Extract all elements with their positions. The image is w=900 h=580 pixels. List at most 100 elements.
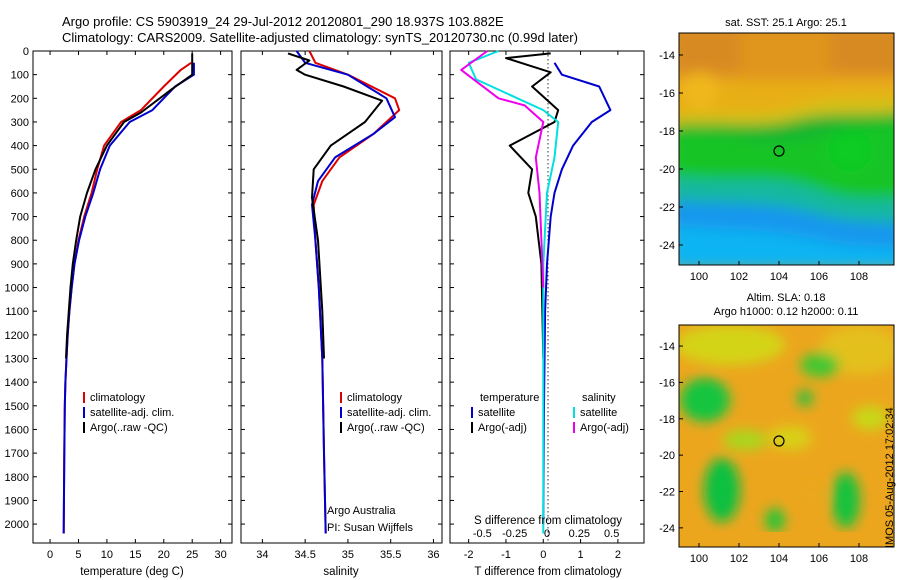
- y-tick-label: 300: [11, 117, 29, 129]
- legend-label: temperature: [480, 392, 539, 404]
- sst-map-frame: [678, 32, 895, 266]
- series-line-temperature-argo: [505, 52, 560, 359]
- x-tick-label: 36: [427, 549, 439, 561]
- legend-label: satellite: [478, 407, 515, 419]
- legend-label: Argo(..raw -QC): [347, 422, 425, 434]
- map-y-tick-label: -16: [659, 88, 675, 100]
- y-tick-label: 900: [11, 259, 29, 271]
- legend-label: salinity: [582, 392, 616, 404]
- legend-label: climatology: [90, 392, 146, 404]
- y-tick-label: 1400: [5, 377, 29, 389]
- y-tick-label: 600: [11, 188, 29, 200]
- argo-position-marker: [773, 145, 785, 157]
- x2-tick-label: 0.5: [604, 528, 619, 540]
- difference-axis: -2 -1 0 1 2 -0.5 -0.25 0 0.25 0.5: [450, 50, 644, 561]
- salinity-series: [287, 50, 401, 534]
- map-x-tick-label: 102: [730, 271, 748, 283]
- sla-map-axes: 100 102 104 106 108 -14 -16 -18 -20 -22 -24: [659, 341, 868, 565]
- y-tick-label: 1000: [5, 283, 29, 295]
- y-tick-label: 1900: [5, 495, 29, 507]
- sst-map-title: sat. SST: 25.1 Argo: 25.1: [725, 17, 847, 29]
- legend-label: satellite: [580, 407, 617, 419]
- s-difference-label: S difference from climatology: [474, 515, 622, 527]
- sla-map-title: Altim. SLA: 0.18: [747, 292, 826, 304]
- y-tick-label: 400: [11, 141, 29, 153]
- series-line-salinity-argo: [460, 50, 545, 288]
- imos-timestamp: IMOS 05-Aug-2012 17:02:34: [884, 407, 896, 548]
- map-y-tick-label: -20: [659, 164, 675, 176]
- sst-field: [679, 33, 894, 265]
- map-x-tick-label: 108: [850, 553, 868, 565]
- x-tick-label: 34.5: [294, 549, 315, 561]
- map-x-tick-label: 100: [690, 271, 708, 283]
- y-tick-label: 500: [11, 164, 29, 176]
- map-x-tick-label: 106: [810, 271, 828, 283]
- sla-map-subtitle: Argo h1000: 0.12 h2000: 0.11: [714, 306, 859, 318]
- y-tick-label: 100: [11, 70, 29, 82]
- x2-tick-label: 0: [544, 528, 550, 540]
- x-tick-label: 25: [186, 549, 198, 561]
- x-tick-label: 35: [342, 549, 354, 561]
- x-tick-label: 34: [256, 549, 268, 561]
- x-tick-label: 2: [615, 549, 621, 561]
- x-tick-label: 15: [129, 549, 141, 561]
- depth-axis: 0 100 200 300 400 500 600 700 800 900 1000 1100 1200…: [5, 46, 29, 531]
- map-y-tick-label: -24: [659, 240, 675, 252]
- x-tick-label: 35.5: [380, 549, 401, 561]
- argo-position-marker-sla: [773, 435, 785, 447]
- map-y-tick-label: -18: [659, 126, 675, 138]
- map-y-tick-label: -14: [659, 50, 675, 62]
- map-y-tick-label: -20: [659, 450, 675, 462]
- series-line-argo-raw-qc: [287, 52, 384, 359]
- map-x-tick-label: 104: [770, 271, 788, 283]
- y-tick-label: 1300: [5, 354, 29, 366]
- map-y-tick-label: -24: [659, 523, 675, 535]
- temperature-axis: 0 5 10 15 20 25 30: [33, 50, 232, 561]
- temperature-series: [62, 53, 195, 534]
- x-tick-label: 30: [215, 549, 227, 561]
- salinity-panel: 34 34.5 35 35.5 36 climatology satellite-adj.…: [240, 50, 443, 578]
- y-tick-label: 1100: [5, 306, 29, 318]
- legend-label: satellite-adj. clim.: [347, 407, 431, 419]
- legend-label: Argo(-adj): [478, 422, 527, 434]
- map-x-tick-label: 106: [810, 553, 828, 565]
- sla-map: Altim. SLA: 0.18 Argo h1000: 0.12 h2000:…: [659, 292, 895, 565]
- sla-field: [679, 325, 894, 532]
- series-line-satellite-adj-clim: [295, 50, 396, 534]
- y-tick-label: 700: [11, 212, 29, 224]
- y-tick-label: 800: [11, 235, 29, 247]
- salinity-axis-label: salinity: [323, 566, 358, 578]
- x2-tick-label: 0.25: [569, 528, 590, 540]
- legend-label: satellite-adj. clim.: [90, 407, 174, 419]
- x-tick-label: 20: [158, 549, 170, 561]
- map-x-tick-label: 100: [690, 553, 708, 565]
- x-tick-label: 0: [47, 549, 53, 561]
- t-difference-label: T difference from climatology: [474, 566, 621, 578]
- y-tick-label: 2000: [5, 519, 29, 531]
- x-tick-label: 5: [75, 549, 81, 561]
- annotation-line1: Argo Australia: [327, 505, 396, 517]
- y-tick-label: 1700: [5, 448, 29, 460]
- figure-title-line1: Argo profile: CS 5903919_24 29-Jul-2012 …: [62, 14, 504, 29]
- series-line-temperature-satellite: [542, 62, 612, 525]
- annotation-line2: PI: Susan Wijffels: [327, 522, 413, 534]
- legend-label: climatology: [347, 392, 403, 404]
- map-y-tick-label: -14: [659, 341, 675, 353]
- difference-series: [460, 50, 612, 534]
- temperature-axis-label: temperature (deg C): [80, 566, 184, 578]
- sst-map: sat. SST: 25.1 Argo: 25.1 100 102 104 106 10…: [659, 17, 895, 283]
- y-tick-label: 200: [11, 93, 29, 105]
- series-line-argo-raw-qc: [65, 53, 194, 359]
- salinity-axis: 34 34.5 35 35.5 36: [241, 50, 442, 561]
- sst-map-axes: 100 102 104 106 108 -14 -16 -18 -20 -22 -24: [659, 50, 868, 283]
- x-tick-label: -1: [501, 549, 511, 561]
- temperature-plot-frame: [32, 50, 233, 544]
- difference-legend: temperature satellite Argo(-adj) salinity sa…: [471, 392, 629, 434]
- map-y-tick-label: -18: [659, 414, 675, 426]
- series-line-satellite-adj-clim: [62, 62, 195, 534]
- map-y-tick-label: -22: [659, 202, 675, 214]
- y-tick-label: 0: [23, 46, 29, 58]
- map-x-tick-label: 102: [730, 553, 748, 565]
- map-y-tick-label: -22: [659, 487, 675, 499]
